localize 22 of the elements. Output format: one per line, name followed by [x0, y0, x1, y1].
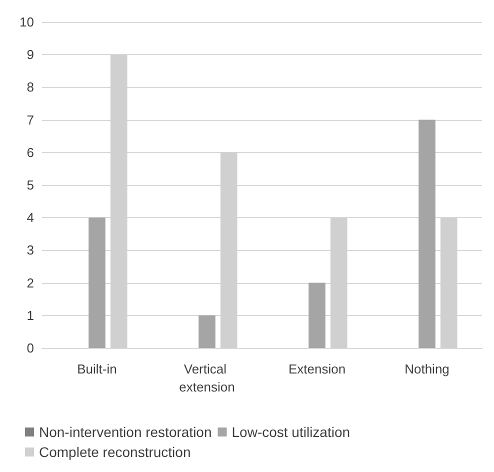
bar	[198, 315, 216, 348]
legend-label: Complete reconstruction	[39, 444, 191, 460]
y-tick-label: 6	[26, 144, 34, 160]
x-tick-label: Extension	[288, 362, 346, 376]
y-tick-label: 5	[26, 178, 34, 192]
y-tick-label: 10	[20, 14, 34, 30]
y-tick-label: 0	[26, 340, 34, 356]
bar	[308, 282, 326, 348]
y-tick-label: 1	[26, 308, 34, 323]
legend-label: Low-cost utilization	[232, 424, 350, 440]
y-tick-label: 7	[26, 112, 34, 128]
x-tick-label: Vertical extension	[179, 362, 235, 394]
y-tick-label: 9	[26, 47, 34, 62]
x-tick-label: Built-in	[77, 362, 117, 376]
y-tick-label: 4	[26, 210, 34, 226]
bar	[418, 120, 436, 348]
bar	[88, 218, 106, 348]
y-tick-label: 2	[26, 275, 34, 290]
legend-label: Non-intervention restoration	[39, 424, 212, 440]
y-tick-label: 3	[26, 242, 34, 258]
x-tick-label: Nothing	[404, 362, 450, 376]
y-tick-label: 8	[26, 80, 34, 95]
